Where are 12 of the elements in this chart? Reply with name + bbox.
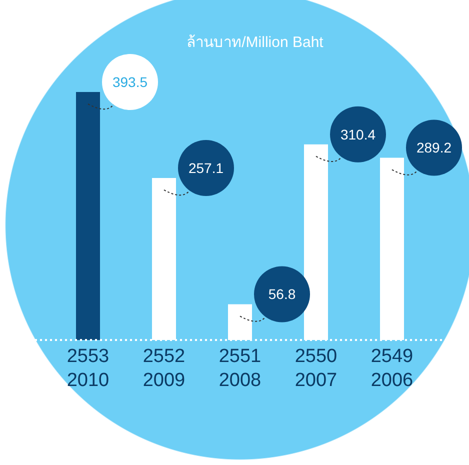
data-label: 257.1 <box>188 160 224 176</box>
x-tick-label: 2551 2008 <box>218 346 262 391</box>
x-tick-label: 2552 2009 <box>142 346 186 391</box>
bar <box>76 92 100 340</box>
x-tick-label: 2550 2007 <box>294 346 338 391</box>
data-label: 289.2 <box>416 140 452 156</box>
chart-title: ล้านบาท/Million Baht <box>186 33 324 53</box>
data-label: 310.4 <box>340 126 376 142</box>
data-label: 56.8 <box>268 286 296 302</box>
x-tick-label: 2553 2010 <box>66 346 110 391</box>
data-label: 393.5 <box>112 74 148 90</box>
x-tick-label: 2549 2006 <box>370 346 414 391</box>
